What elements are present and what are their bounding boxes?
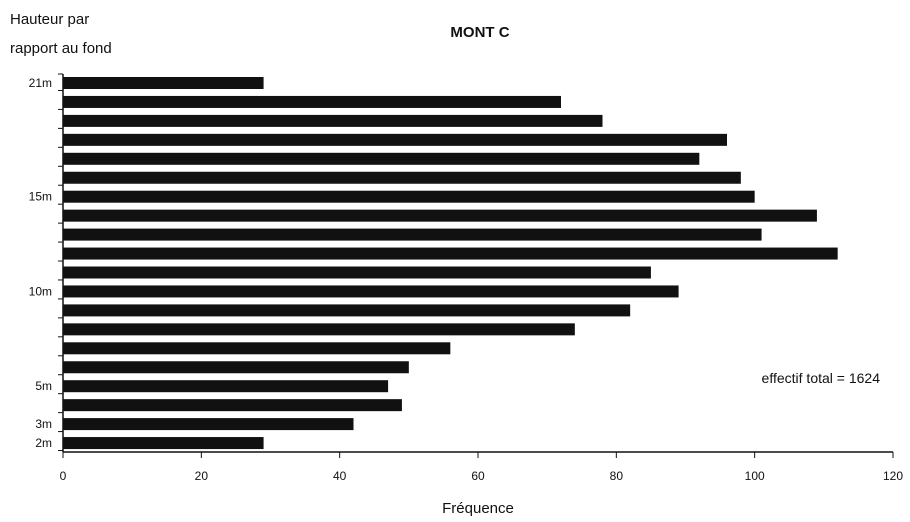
- y-tick-label: 10m: [29, 284, 52, 298]
- x-axis-label: Fréquence: [442, 500, 514, 517]
- x-tick-label: 100: [745, 469, 765, 483]
- bar: [63, 228, 762, 241]
- x-tick-label: 40: [333, 469, 347, 483]
- bar: [63, 77, 264, 89]
- bar: [63, 190, 755, 203]
- bar: [63, 342, 451, 355]
- bar: [63, 133, 727, 146]
- total-count-annotation: effectif total = 1624: [761, 370, 880, 386]
- bar: [63, 418, 354, 431]
- bar: [63, 380, 389, 393]
- bar: [63, 95, 561, 108]
- bar: [63, 171, 741, 184]
- bar: [63, 361, 409, 374]
- bar: [63, 399, 402, 412]
- y-tick-label: 3m: [35, 417, 52, 431]
- bar: [63, 323, 575, 336]
- x-tick-label: 120: [883, 469, 903, 483]
- y-tick-label: 2m: [35, 436, 52, 450]
- x-tick-label: 60: [471, 469, 485, 483]
- x-tick-label: 0: [60, 469, 67, 483]
- bar: [63, 209, 817, 222]
- x-tick-label: 80: [610, 469, 624, 483]
- bar: [63, 285, 679, 298]
- bar: [63, 304, 631, 317]
- y-tick-label: 21m: [29, 76, 52, 90]
- y-axis-label-line-2: rapport au fond: [10, 40, 112, 57]
- bar: [63, 114, 603, 127]
- x-tick-label: 20: [195, 469, 209, 483]
- bar: [63, 266, 651, 279]
- y-tick-label: 15m: [29, 190, 52, 204]
- bar: [63, 247, 838, 260]
- y-axis-label-line-1: Hauteur par: [10, 11, 90, 28]
- bar: [63, 152, 700, 165]
- chart-title: MONT C: [450, 24, 510, 41]
- y-tick-label: 5m: [35, 379, 52, 393]
- bar: [63, 437, 264, 450]
